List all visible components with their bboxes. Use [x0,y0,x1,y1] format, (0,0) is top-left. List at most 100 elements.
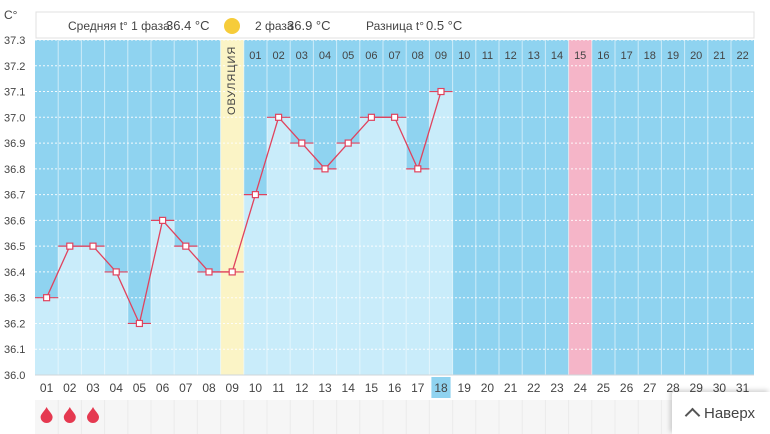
date-label[interactable]: 16 [388,381,402,395]
temperature-point[interactable] [159,216,167,224]
temperature-point[interactable] [275,113,283,121]
date-label[interactable]: 26 [620,381,634,395]
cycle-day-label: 04 [319,50,331,62]
highlight-column [568,40,592,375]
y-axis-ticks: 37.3 37.2 37.1 37.0 36.9 36.8 36.7 36.6 36.5 36.4… [4,35,25,382]
temperature-point[interactable] [112,268,120,276]
date-label[interactable]: 20 [481,381,495,395]
phase1-label: Средняя t° 1 фаза [68,19,170,33]
date-label[interactable]: 28 [666,381,680,395]
date-label[interactable]: 12 [295,381,309,395]
date-label[interactable]: 08 [202,381,216,395]
date-label[interactable]: 22 [527,381,541,395]
summary-header [35,11,755,39]
date-label[interactable]: 21 [504,381,518,395]
temperature-point[interactable] [298,139,306,147]
temperature-point[interactable] [344,139,352,147]
temperature-point[interactable] [251,191,259,199]
temperature-point[interactable] [391,113,399,121]
date-label[interactable]: 17 [411,381,425,395]
date-label[interactable]: 24 [574,381,588,395]
y-tick-label: 37.1 [4,87,25,99]
date-label[interactable]: 03 [86,381,100,395]
date-label[interactable]: 19 [458,381,472,395]
y-tick-label: 37.3 [4,35,25,47]
cycle-day-label: 22 [736,50,748,62]
date-label[interactable]: 02 [63,381,77,395]
cycle-day-labels: 01 02 03 04 05 06 07 08 09 10 11 12 13 14 15 16 17 18 19 20… [249,50,748,62]
chevron-up-icon [684,407,701,424]
date-label[interactable]: 25 [597,381,611,395]
cycle-day-label: 15 [574,50,586,62]
cycle-day-label: 12 [504,50,516,62]
cycle-day-label: 20 [690,50,702,62]
cycle-day-label: 19 [667,50,679,62]
temperature-bar [429,91,453,376]
date-label[interactable]: 14 [342,381,356,395]
y-tick-label: 36.0 [4,370,25,382]
date-label[interactable]: 11 [272,381,285,395]
date-label[interactable]: 13 [318,381,332,395]
y-tick-label: 36.9 [4,138,25,150]
cycle-day-label: 10 [458,50,470,62]
to-top-label: Наверх [704,404,755,422]
cycle-day-label: 05 [342,50,354,62]
temperature-bar [35,297,59,375]
date-label[interactable]: 09 [226,381,240,395]
date-label[interactable]: 05 [133,381,147,395]
date-label[interactable]: 04 [110,381,124,395]
phase2-value: 36.9 °C [287,18,331,33]
date-label[interactable]: 15 [365,381,379,395]
temperature-bar [58,246,82,375]
sun-icon [224,18,240,34]
y-tick-label: 36.1 [4,344,25,356]
temperature-point[interactable] [66,242,74,250]
date-label[interactable]: 18 [434,381,448,395]
date-label[interactable]: 07 [179,381,193,395]
date-labels: 01 02 03 04 05 06 07 08 09 10 11 12 13 14 15 16 17 18 19 20… [40,377,750,398]
temperature-point[interactable] [182,242,190,250]
blood-drop-icon[interactable] [40,407,53,423]
temperature-point[interactable] [89,242,97,250]
blood-drop-icon[interactable] [87,407,99,423]
cycle-day-label: 06 [365,50,377,62]
temperature-point[interactable] [42,294,51,302]
cycle-day-label: 09 [435,50,447,62]
temperature-point[interactable] [321,165,329,173]
temperature-point[interactable] [367,113,375,121]
symptoms-row [35,400,672,434]
cycle-day-label: 18 [644,50,656,62]
temperature-bar [336,143,360,375]
temperature-point[interactable] [135,319,143,328]
blood-drop-icon[interactable] [63,407,76,423]
date-label[interactable]: 23 [550,381,564,395]
temperature-point[interactable] [205,268,213,276]
to-top-button[interactable]: Наверх [672,392,770,434]
temperature-point[interactable] [437,87,445,96]
y-tick-label: 36.8 [4,164,25,176]
column-bands [220,40,592,375]
temperature-bar [81,246,105,375]
date-label[interactable]: 30 [713,381,727,395]
period-drops [35,400,672,434]
date-label[interactable]: 31 [736,381,750,395]
date-label[interactable]: 01 [40,381,54,395]
y-tick-label: 36.2 [4,318,25,330]
cycle-day-label: 17 [620,50,632,62]
temperature-bar [290,143,314,375]
y-tick-label: 36.6 [4,215,25,227]
cycle-day-label: 11 [482,50,493,62]
temperature-point[interactable] [414,165,422,173]
cycle-day-label: 08 [412,50,424,62]
date-label[interactable]: 27 [643,381,657,395]
y-tick-label: 36.3 [4,293,25,305]
temperature-bar [406,168,430,375]
ovulation-label: ОВУЛЯЦИЯ [226,46,238,115]
date-label[interactable]: 29 [690,381,704,395]
date-label[interactable]: 06 [156,381,170,395]
date-label[interactable]: 10 [249,381,263,395]
temperature-bar [243,194,267,375]
phase2-label: 2 фаза [255,19,294,33]
cycle-day-label: 13 [528,50,540,62]
temperature-point[interactable] [228,268,236,276]
